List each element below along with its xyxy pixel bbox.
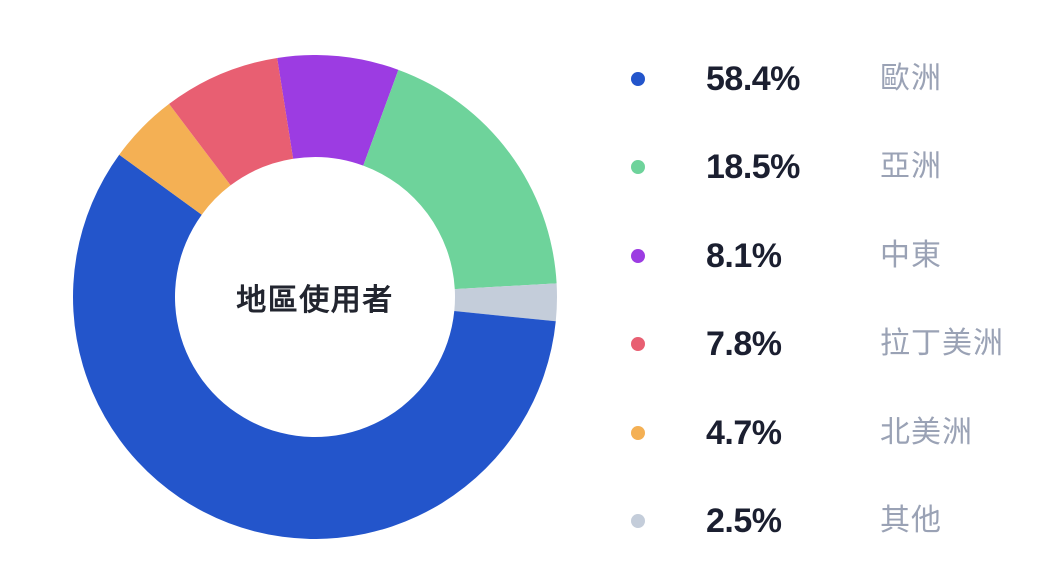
- legend-region-label: 拉丁美洲: [880, 327, 1004, 361]
- legend-dot-asia: [631, 160, 645, 175]
- legend-percent: 58.4%: [706, 60, 800, 98]
- legend-percent: 4.7%: [706, 413, 782, 452]
- pie-slice-other[interactable]: [454, 283, 557, 322]
- legend-percent: 7.8%: [706, 325, 782, 364]
- pie-slice-north-america[interactable]: [119, 103, 231, 215]
- legend-region-label: 其他: [880, 504, 942, 537]
- legend-region-label: 中東: [880, 238, 942, 272]
- pie-slice-middle-east[interactable]: [277, 55, 399, 166]
- legend-dot-latin-america: [631, 337, 645, 352]
- legend-item-north-america[interactable]: 4.7% 北美洲: [631, 411, 1041, 455]
- legend-item-other[interactable]: 2.5% 其他: [631, 499, 1041, 543]
- legend-dot-other: [631, 514, 645, 528]
- chart-center-title: 地區使用者: [236, 284, 394, 317]
- legend-percent: 8.1%: [706, 236, 782, 275]
- legend-item-latin-america[interactable]: 7.8% 拉丁美洲: [631, 322, 1041, 366]
- legend-dot-europe: [631, 72, 645, 86]
- legend-region-label: 歐洲: [880, 62, 942, 95]
- pie-slice-europe[interactable]: [73, 154, 556, 539]
- legend-percent: 2.5%: [706, 502, 782, 540]
- legend-percent: 18.5%: [706, 148, 800, 187]
- pie-slice-latin-america[interactable]: [169, 57, 294, 186]
- legend-item-europe[interactable]: 58.4% 歐洲: [631, 57, 1041, 101]
- legend-region-label: 北美洲: [880, 415, 973, 449]
- legend-region-label: 亞洲: [880, 150, 942, 184]
- donut-chart: [73, 55, 557, 539]
- legend-item-middle-east[interactable]: 8.1% 中東: [631, 234, 1041, 278]
- legend-item-asia[interactable]: 18.5% 亞洲: [631, 145, 1041, 189]
- legend-dot-north-america: [631, 425, 645, 440]
- pie-slice-asia[interactable]: [363, 69, 557, 290]
- chart-legend: 58.4% 歐洲 18.5% 亞洲 8.1% 中東 7.8% 拉丁美洲 4.7% 北美洲 2.5% 其…: [631, 0, 1051, 570]
- legend-dot-middle-east: [631, 248, 645, 263]
